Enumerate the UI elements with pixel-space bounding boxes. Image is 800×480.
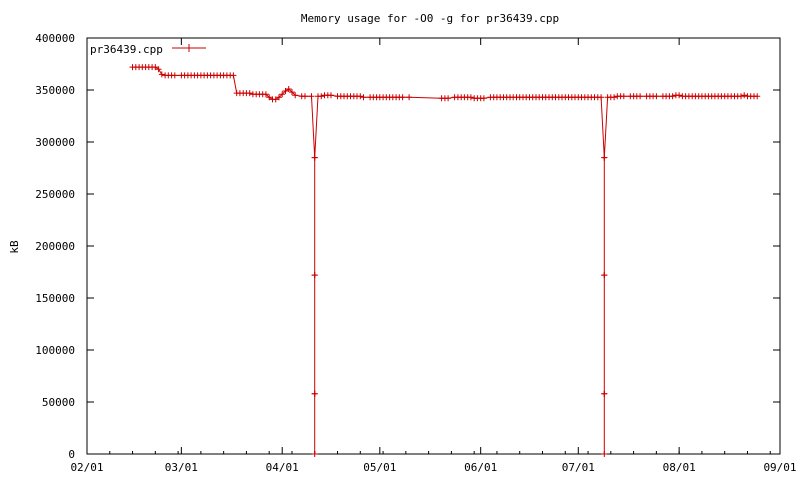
x-tick-label: 04/01 xyxy=(266,461,299,474)
data-point-marker xyxy=(601,451,608,457)
data-point-marker xyxy=(637,93,644,100)
y-tick-label: 200000 xyxy=(35,240,75,253)
data-point-marker xyxy=(158,71,165,78)
data-point-marker xyxy=(406,94,413,101)
y-tick-label: 350000 xyxy=(35,84,75,97)
data-point-marker xyxy=(601,154,608,161)
data-point-marker xyxy=(230,72,237,79)
data-point-marker xyxy=(311,390,318,397)
x-tick-label: 03/01 xyxy=(165,461,198,474)
data-point-marker xyxy=(289,89,295,96)
y-tick-label: 50000 xyxy=(42,396,75,409)
data-point-marker xyxy=(282,88,289,94)
x-tick-label: 02/01 xyxy=(70,461,103,474)
data-point-marker xyxy=(311,272,318,279)
y-tick-label: 0 xyxy=(68,448,75,461)
legend: pr36439.cpp xyxy=(90,43,206,56)
x-tick-label: 08/01 xyxy=(663,461,696,474)
data-point-marker xyxy=(328,92,334,99)
data-point-marker xyxy=(620,93,627,100)
x-tick-label: 09/01 xyxy=(763,461,796,474)
data-point-marker xyxy=(741,92,748,99)
y-axis-label: kB xyxy=(8,240,21,254)
data-point-marker xyxy=(311,451,318,457)
series-line xyxy=(132,66,758,454)
data-point-marker xyxy=(266,94,273,101)
data-point-marker xyxy=(601,272,608,279)
data-point-marker xyxy=(738,93,744,100)
data-point-marker xyxy=(276,94,282,101)
data-point-marker xyxy=(357,93,364,100)
data-point-marker xyxy=(262,91,269,98)
data-point-marker xyxy=(754,93,761,100)
x-tick-label: 07/01 xyxy=(562,461,595,474)
y-tick-label: 250000 xyxy=(35,188,75,201)
legend-label: pr36439.cpp xyxy=(90,43,163,56)
legend-marker xyxy=(185,44,193,52)
data-point-marker xyxy=(155,66,162,73)
y-tick-label: 300000 xyxy=(35,136,75,149)
y-tick-label: 400000 xyxy=(35,32,75,45)
y-axis: 0 50000 100000 150000 200000 250000 300000 3500… xyxy=(35,32,780,461)
data-point-marker xyxy=(669,93,676,100)
data-point-marker xyxy=(285,86,292,92)
data-point-marker xyxy=(279,91,286,98)
data-point-marker xyxy=(308,93,315,100)
data-point-marker xyxy=(246,90,253,97)
data-point-marker xyxy=(360,94,367,101)
data-point-marker xyxy=(653,93,660,100)
y-tick-label: 150000 xyxy=(35,292,75,305)
series-pr36439 xyxy=(129,64,761,457)
data-point-marker xyxy=(152,64,159,71)
data-point-marker xyxy=(399,94,406,101)
data-point-marker xyxy=(311,154,318,161)
data-point-marker xyxy=(676,92,683,99)
x-tick-label: 05/01 xyxy=(363,461,396,474)
chart-title: Memory usage for -O0 -g for pr36439.cpp xyxy=(301,12,559,25)
data-point-marker xyxy=(318,93,325,100)
data-point-marker xyxy=(611,94,618,101)
data-point-marker xyxy=(467,94,474,101)
x-tick-label: 06/01 xyxy=(464,461,497,474)
data-point-marker xyxy=(480,95,487,102)
data-point-marker xyxy=(292,92,299,99)
data-point-marker xyxy=(272,96,279,103)
data-point-marker xyxy=(302,93,308,100)
x-axis: 02/01 03/01 04/01 05/01 06/01 07/01 08/01 09/01 xyxy=(70,38,797,474)
data-point-marker xyxy=(598,94,605,101)
data-point-marker xyxy=(445,95,452,102)
plot-frame xyxy=(86,37,781,455)
data-point-marker xyxy=(171,72,178,79)
y-tick-label: 100000 xyxy=(35,344,75,357)
data-point-marker xyxy=(601,390,608,397)
